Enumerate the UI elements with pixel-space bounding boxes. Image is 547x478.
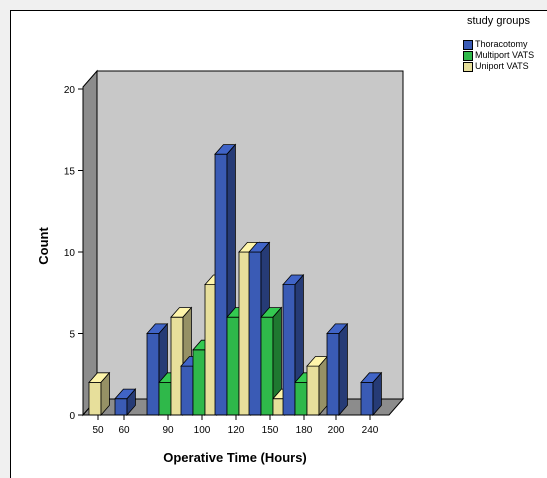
y-tick-label: 20 (64, 85, 76, 96)
bar (114, 388, 137, 417)
x-tick-label: 120 (228, 425, 245, 436)
x-tick-label: 100 (194, 425, 211, 436)
x-tick-label: 240 (362, 425, 379, 436)
x-tick-label: 90 (162, 425, 174, 436)
legend-swatch (463, 62, 473, 72)
x-tick-label: 200 (328, 425, 345, 436)
legend-label: Multiport VATS (475, 50, 535, 60)
bar (360, 371, 383, 417)
x-tick-label: 180 (296, 425, 313, 436)
bar (326, 322, 349, 417)
y-tick-label: 10 (64, 248, 76, 259)
x-axis-title: Operative Time (Hours) (163, 450, 307, 465)
legend-label: Thoracotomy (475, 39, 528, 49)
x-tick-label: 60 (118, 425, 130, 436)
y-tick-label: 15 (64, 167, 76, 178)
legend-title: study groups (467, 15, 530, 27)
left-wall (82, 69, 98, 417)
legend-label: Uniport VATS (475, 61, 529, 71)
y-tick-label: 5 (69, 330, 75, 341)
legend-swatch (463, 51, 473, 61)
legend-swatch (463, 40, 473, 50)
legend: study groups Thoracotomy Multiport VATS Un… (461, 10, 547, 478)
y-tick-label: 0 (69, 411, 75, 422)
x-tick-label: 50 (92, 425, 104, 436)
y-axis-title: Count (36, 227, 51, 265)
x-tick-label: 150 (262, 425, 279, 436)
bar (306, 355, 329, 417)
bar (88, 371, 111, 417)
